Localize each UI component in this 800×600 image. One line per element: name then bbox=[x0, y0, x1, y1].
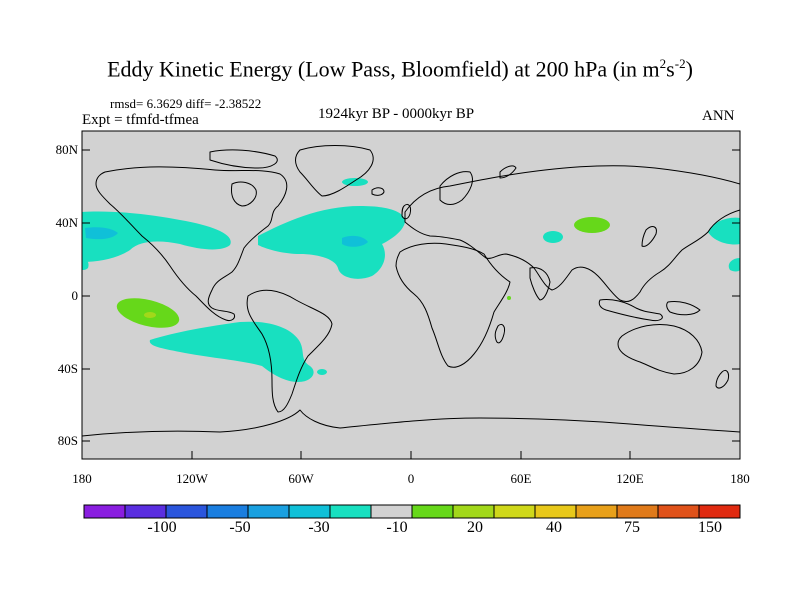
anomaly-region-east-pacific-small bbox=[728, 258, 740, 272]
coastline-novaya-zemlya bbox=[499, 165, 517, 179]
anomaly-region-tropical-pacific-core bbox=[144, 312, 156, 318]
coastline-africa bbox=[395, 242, 511, 368]
colorbar-swatch bbox=[493, 504, 536, 519]
colorbar-label: 150 bbox=[698, 519, 722, 536]
map-area bbox=[82, 131, 740, 459]
coastline-australia bbox=[617, 323, 703, 375]
anomaly-region-central-asia-green bbox=[574, 217, 610, 233]
coastline-indonesia bbox=[598, 299, 663, 321]
axis-ticks bbox=[81, 149, 741, 459]
colorbar-swatch bbox=[370, 504, 413, 519]
colorbar-swatch bbox=[288, 504, 331, 519]
coastline-scandinavia bbox=[439, 171, 473, 205]
coastline-south-america bbox=[246, 289, 333, 413]
coastline-india bbox=[529, 267, 551, 301]
lat-label-0: 0 bbox=[71, 288, 79, 303]
colorbar-label: 75 bbox=[624, 519, 640, 536]
colorbar-label: -10 bbox=[386, 519, 408, 536]
coastline-greenland bbox=[295, 145, 374, 197]
stats-text: rmsd= 6.3629 diff= -2.38522 bbox=[110, 96, 262, 111]
coastlines bbox=[82, 145, 740, 437]
season-label: ANN bbox=[702, 108, 735, 124]
lat-label-40s: 40S bbox=[57, 361, 78, 376]
anomaly-region-africa-dot bbox=[507, 296, 511, 300]
anomaly-regions bbox=[82, 178, 740, 382]
anomaly-region-central-asia-teal bbox=[543, 231, 563, 243]
anomaly-region-north-atlantic-inner bbox=[342, 235, 368, 247]
colorbar-label: 40 bbox=[546, 519, 562, 536]
lon-label-0: 0 bbox=[407, 471, 415, 486]
colorbar-label: 20 bbox=[467, 519, 483, 536]
colorbar-swatch bbox=[534, 504, 577, 519]
lat-label-40n: 40N bbox=[55, 215, 78, 230]
anomaly-region-north-pacific-inner bbox=[85, 227, 118, 240]
colorbar-swatch bbox=[83, 504, 126, 519]
colorbar-swatch bbox=[124, 504, 167, 519]
lon-label-120e: 120E bbox=[616, 471, 644, 486]
lon-label-180w: 180 bbox=[72, 471, 92, 486]
coastline-north-america bbox=[95, 166, 288, 321]
map-background bbox=[82, 131, 740, 459]
colorbar-swatch bbox=[247, 504, 290, 519]
colorbar bbox=[83, 504, 741, 519]
lon-label-60w: 60W bbox=[288, 471, 314, 486]
lat-label-80n: 80N bbox=[55, 142, 78, 157]
coastline-madagascar bbox=[494, 323, 505, 344]
colorbar-swatch bbox=[411, 504, 454, 519]
lon-label-60e: 60E bbox=[510, 471, 532, 486]
colorbar-swatch bbox=[329, 504, 372, 519]
coastline-arctic-islands bbox=[209, 149, 278, 169]
coastline-new-guinea bbox=[666, 301, 701, 316]
plot-title: Eddy Kinetic Energy (Low Pass, Bloomfiel… bbox=[107, 56, 693, 82]
colorbar-swatch bbox=[698, 504, 741, 519]
lon-label-120w: 120W bbox=[176, 471, 208, 486]
coastline-antarctica bbox=[82, 409, 740, 437]
anomaly-region-north-pacific bbox=[82, 211, 231, 262]
colorbar-swatch bbox=[616, 504, 659, 519]
colorbar-swatch bbox=[452, 504, 495, 519]
colorbar-swatch bbox=[575, 504, 618, 519]
anomaly-region-south-atlantic-small bbox=[317, 369, 327, 375]
lat-label-80s: 80S bbox=[57, 433, 78, 448]
lon-label-180e: 180 bbox=[730, 471, 750, 486]
coastline-iceland bbox=[371, 187, 385, 196]
experiment-label: Expt = tfmfd-tfmea bbox=[82, 112, 199, 128]
colorbar-label: -50 bbox=[229, 519, 251, 536]
anomaly-region-arctic bbox=[342, 178, 368, 186]
coastline-new-zealand bbox=[715, 369, 729, 389]
period-label: 1924kyr BP - 0000kyr BP bbox=[318, 106, 475, 122]
coastline-britain bbox=[401, 203, 411, 220]
colorbar-swatch bbox=[165, 504, 208, 519]
anomaly-region-north-atlantic bbox=[258, 206, 405, 279]
anomaly-region-south-pacific bbox=[149, 321, 314, 382]
coastline-japan bbox=[641, 226, 657, 247]
coastline-hudson-bay bbox=[231, 181, 257, 207]
colorbar-swatch bbox=[206, 504, 249, 519]
colorbar-swatch bbox=[657, 504, 700, 519]
anomaly-region-east-pacific-edge bbox=[708, 217, 740, 245]
anomaly-region-west-edge-small bbox=[82, 258, 89, 270]
colorbar-label: -30 bbox=[308, 519, 330, 536]
colorbar-label: -100 bbox=[147, 519, 177, 536]
